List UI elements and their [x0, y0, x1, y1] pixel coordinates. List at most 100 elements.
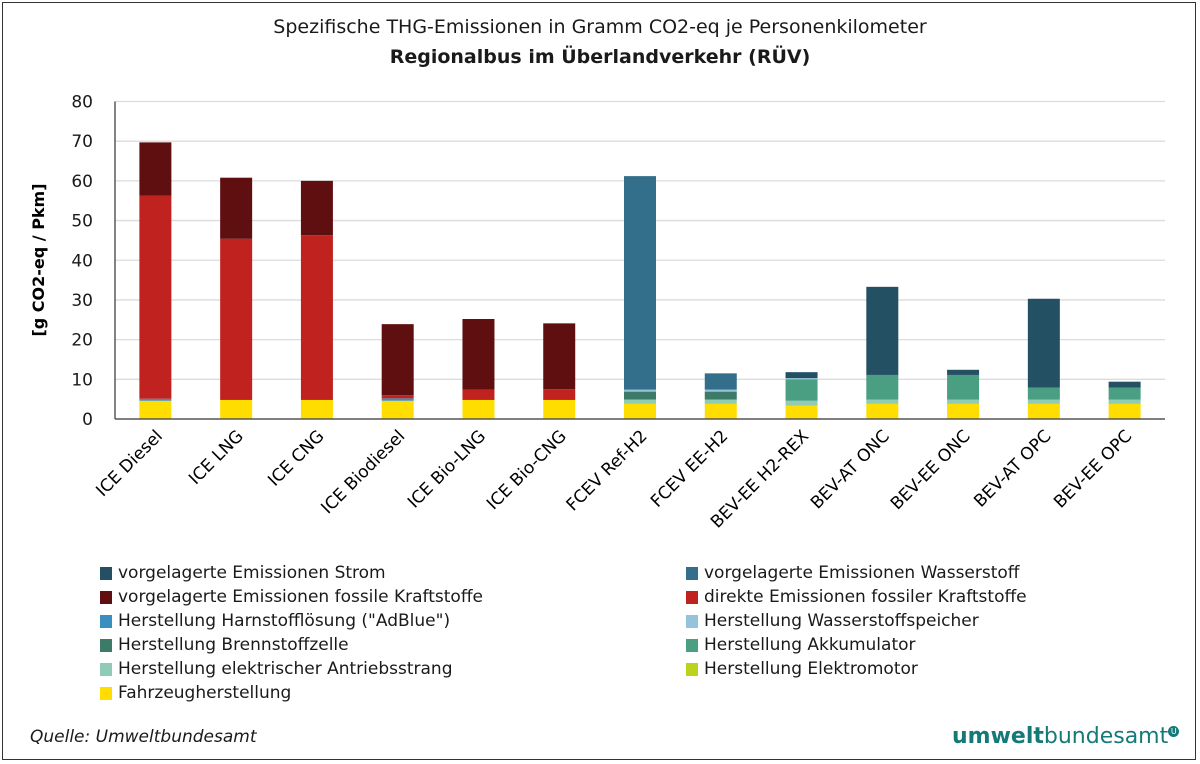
bar-segment: [300, 180, 333, 236]
bar-segment: [704, 389, 737, 392]
bar-segment: [947, 403, 980, 419]
bar-segment: [704, 373, 737, 390]
y-tick-label: 80: [71, 93, 93, 113]
bar-segment: [866, 403, 899, 419]
y-tick-label: 0: [82, 410, 93, 430]
y-tick-label: 30: [71, 291, 93, 311]
bar-segment: [1108, 387, 1141, 400]
bar-segment: [947, 369, 980, 375]
bar-segment: [139, 400, 172, 419]
legend-label: vorgelagerte Emissionen Wasserstoff: [704, 563, 1020, 583]
bar-segment: [624, 403, 656, 419]
legend-label: Fahrzeugherstellung: [118, 683, 292, 703]
bar-segment: [543, 323, 576, 390]
legend-item: Herstellung Harnstofflösung ("AdBlue"): [100, 611, 450, 631]
legend-label: vorgelagerte Emissionen fossile Kraftsto…: [118, 587, 483, 607]
bar-segment: [624, 176, 656, 390]
x-tick-label: BEV-EE OPC: [1050, 426, 1136, 512]
legend-label: vorgelagerte Emissionen Strom: [118, 563, 386, 583]
legend-item: Fahrzeugherstellung: [100, 683, 291, 703]
legend-item: vorgelagerte Emissionen Wasserstoff: [686, 563, 1020, 583]
bar-segment: [785, 379, 818, 401]
bar-segment: [381, 324, 414, 396]
chart-subtitle: Regionalbus im Überlandverkehr (RÜV): [389, 46, 811, 68]
umweltbundesamt-logo: umweltbundesamt U: [952, 724, 1180, 749]
legend-swatch: [686, 638, 698, 652]
legend-label: Herstellung Brennstoffzelle: [118, 635, 349, 655]
bar-segment: [704, 399, 737, 404]
bar-segment: [300, 399, 333, 419]
bar-segment: [785, 405, 818, 419]
legend-label: Herstellung elektrischer Antriebsstrang: [118, 659, 453, 679]
legend-swatch: [686, 566, 698, 580]
bar-segment: [462, 399, 495, 419]
source-note: Quelle: Umweltbundesamt: [30, 727, 257, 747]
legend-label: Herstellung Akkumulator: [704, 635, 916, 655]
legend-swatch: [686, 662, 698, 676]
bar-segment: [462, 318, 495, 390]
bar-segment: [543, 389, 576, 400]
y-axis-label: [g CO2-eq / Pkm]: [29, 183, 48, 336]
x-tick-label: ICE LNG: [185, 426, 248, 489]
bar-segment: [300, 235, 333, 400]
x-tick-label: FCEV Ref-H2: [563, 426, 652, 515]
legend-label: Herstellung Harnstofflösung ("AdBlue"): [118, 611, 451, 631]
bar-segment: [866, 286, 899, 375]
bar-segment: [1108, 381, 1141, 388]
bar-segment: [139, 398, 172, 401]
bar-segment: [462, 389, 495, 400]
x-tick-label: ICE Diesel: [92, 426, 166, 500]
legend-item: direkte Emissionen fossiler Kraftstoffe: [686, 587, 1027, 607]
legend-item: Herstellung Akkumulator: [686, 635, 916, 655]
bar-segment: [1027, 387, 1060, 400]
legend-swatch: [100, 638, 112, 652]
bar-segment: [543, 399, 576, 419]
legend-swatch: [686, 614, 698, 628]
bar-segment: [947, 399, 980, 404]
x-tick-label: ICE Bio-CNG: [483, 426, 571, 514]
y-tick-label: 40: [71, 251, 93, 271]
bar-segment: [1027, 298, 1060, 388]
x-tick-label: BEV-EE ONC: [887, 426, 975, 514]
bar-segment: [866, 399, 899, 404]
bar-segment: [1027, 403, 1060, 419]
bar-segment: [139, 142, 172, 196]
bar-segment: [704, 391, 737, 400]
bar-segment: [785, 400, 818, 406]
legend-swatch: [100, 590, 112, 604]
legend-item: Herstellung Elektromotor: [686, 659, 918, 679]
legend-swatch: [100, 614, 112, 628]
x-tick-label: FCEV EE-H2: [647, 426, 732, 511]
bar-segment: [1108, 403, 1141, 419]
bar-segment: [220, 177, 253, 239]
legend-label: direkte Emissionen fossiler Kraftstoffe: [704, 587, 1027, 607]
legend-label: Herstellung Elektromotor: [704, 659, 918, 679]
bar-segment: [704, 403, 737, 419]
x-tick-label: ICE Biodiesel: [317, 426, 409, 518]
legend-item: vorgelagerte Emissionen Strom: [100, 563, 386, 583]
legend-item: Herstellung Brennstoffzelle: [100, 635, 349, 655]
bar-segment: [381, 398, 414, 401]
bar-segment: [624, 391, 656, 400]
x-tick-label: ICE CNG: [264, 426, 328, 490]
y-tick-label: 20: [71, 331, 93, 351]
bar-segment: [1027, 399, 1060, 404]
x-tick-label: BEV-AT OPC: [970, 426, 1055, 511]
bar-segment: [947, 374, 980, 400]
chart-title: Spezifische THG-Emissionen in Gramm CO2-…: [273, 16, 927, 38]
y-tick-label: 10: [71, 370, 93, 390]
legend-swatch: [100, 662, 112, 676]
bar-segment: [220, 238, 253, 400]
legend-item: Herstellung elektrischer Antriebsstrang: [100, 659, 452, 679]
legend-item: vorgelagerte Emissionen fossile Kraftsto…: [100, 587, 483, 607]
y-tick-label: 70: [71, 132, 93, 152]
legend-label: Herstellung Wasserstoffspeicher: [704, 611, 979, 631]
x-tick-label: BEV-AT ONC: [807, 426, 894, 513]
bar-segment: [785, 378, 818, 380]
legend-swatch: [100, 686, 112, 700]
bar-segment: [624, 389, 656, 392]
bar-segment: [381, 400, 414, 419]
bar-segment: [624, 399, 656, 404]
